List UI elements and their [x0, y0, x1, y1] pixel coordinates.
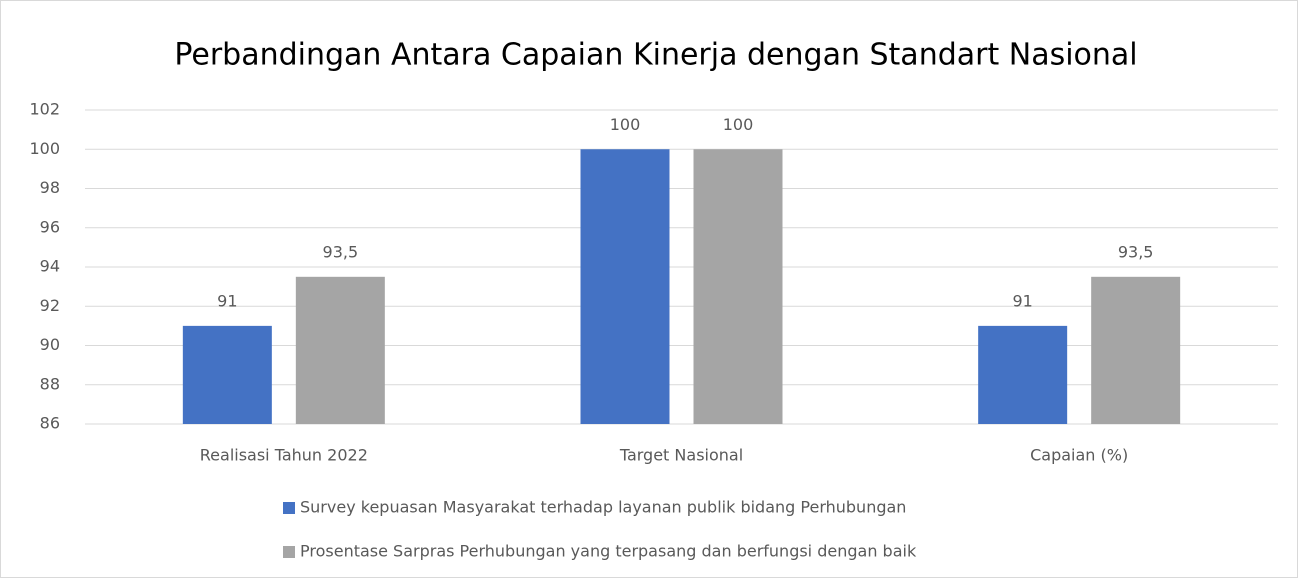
bar	[182, 325, 272, 424]
data-label: 93,5	[323, 242, 359, 261]
y-tick-label: 98	[40, 178, 60, 197]
x-tick-label: Target Nasional	[619, 446, 743, 465]
chart-title: Perbandingan Antara Capaian Kinerja deng…	[174, 38, 1137, 73]
data-label: 100	[723, 115, 754, 134]
legend-swatch	[283, 546, 295, 558]
bar	[693, 149, 783, 424]
data-label: 91	[1012, 291, 1032, 310]
x-tick-label: Capaian (%)	[1030, 446, 1128, 465]
data-label: 91	[217, 291, 237, 310]
y-tick-label: 94	[40, 257, 60, 276]
data-label: 100	[610, 115, 641, 134]
legend-swatch	[283, 502, 295, 514]
bar	[295, 276, 385, 424]
legend-label: Survey kepuasan Masyarakat terhadap laya…	[300, 498, 906, 517]
data-label: 93,5	[1118, 242, 1154, 261]
y-tick-label: 86	[40, 414, 60, 433]
y-tick-label: 90	[40, 335, 60, 354]
y-tick-label: 102	[29, 100, 60, 119]
legend-label: Prosentase Sarpras Perhubungan yang terp…	[300, 542, 917, 561]
x-tick-label: Realisasi Tahun 2022	[200, 446, 368, 465]
y-tick-label: 92	[40, 296, 60, 315]
y-tick-label: 96	[40, 217, 60, 236]
y-tick-label: 100	[29, 139, 60, 158]
bar	[978, 325, 1068, 424]
bar	[1091, 276, 1181, 424]
y-tick-label: 88	[40, 374, 60, 393]
bar	[580, 149, 670, 424]
